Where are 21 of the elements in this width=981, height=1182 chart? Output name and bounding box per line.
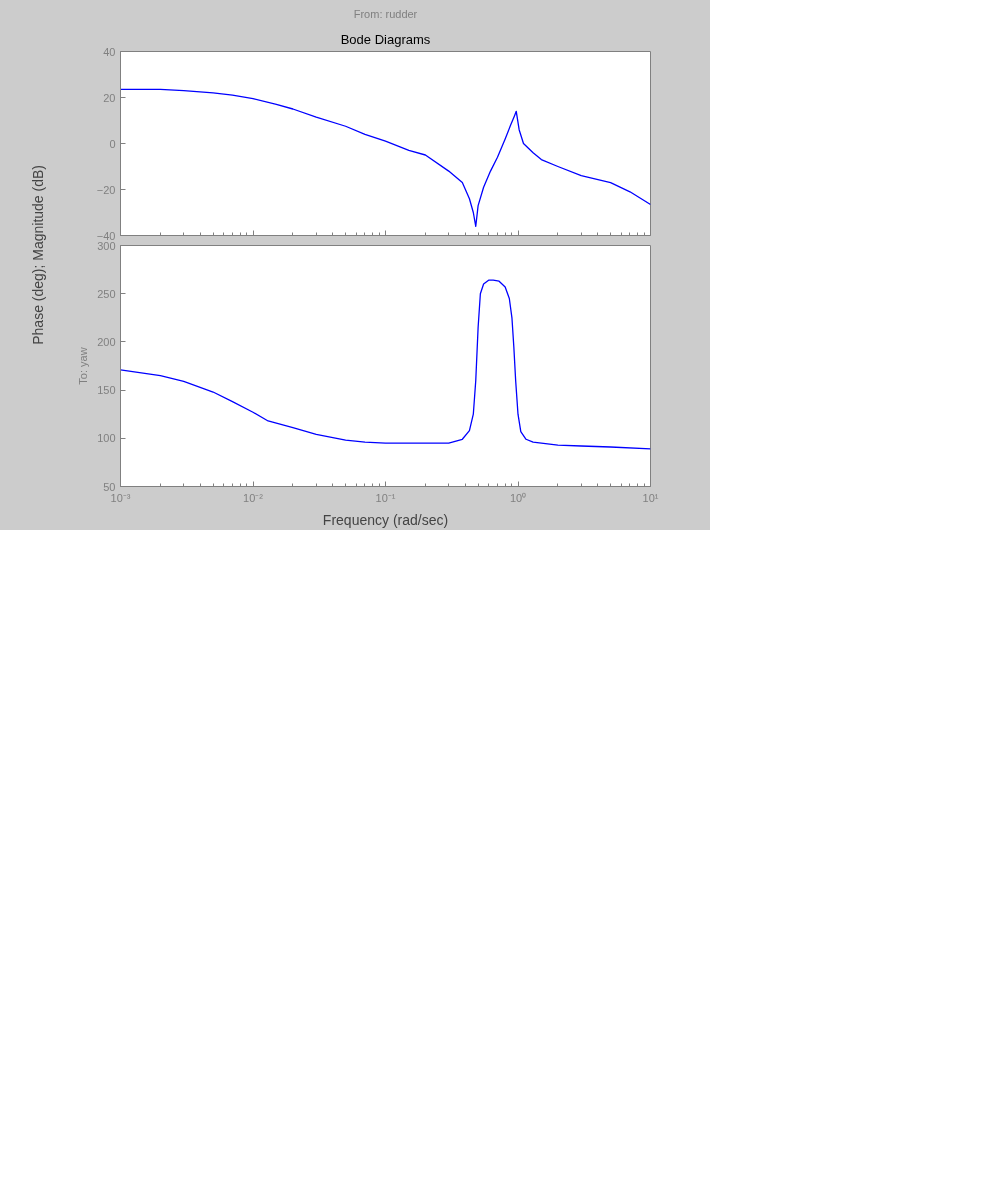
chart-subtitle: From: rudder: [353, 7, 418, 20]
x-tick-label: 10⁰: [509, 491, 527, 504]
y-tick-label: 40: [103, 45, 116, 58]
y-axis-title: To: yaw: [77, 347, 90, 385]
y-tick-label: 300: [97, 239, 116, 252]
y-tick-label: 150: [97, 384, 116, 397]
y-tick-label: 100: [97, 432, 116, 445]
x-tick-label: 10⁻²: [243, 491, 264, 504]
y-tick-label: 20: [103, 91, 116, 104]
y-tick-label: 250: [97, 287, 116, 300]
chart-title: Bode Diagrams: [340, 31, 431, 47]
y-tick-label: 50: [103, 480, 116, 493]
y-tick-label: 0: [109, 137, 116, 150]
y-tick-label: 200: [97, 335, 116, 348]
x-tick-label: 10⁻¹: [375, 491, 396, 504]
x-axis-title: Frequency (rad/sec): [322, 511, 449, 528]
y-tick-label: −40: [96, 229, 116, 242]
y-axis-title: Phase (deg); Magnitude (dB): [30, 165, 46, 345]
y-tick-label: −20: [96, 183, 116, 196]
x-tick-label: 10¹: [642, 491, 659, 504]
x-tick-label: 10⁻³: [110, 491, 131, 504]
